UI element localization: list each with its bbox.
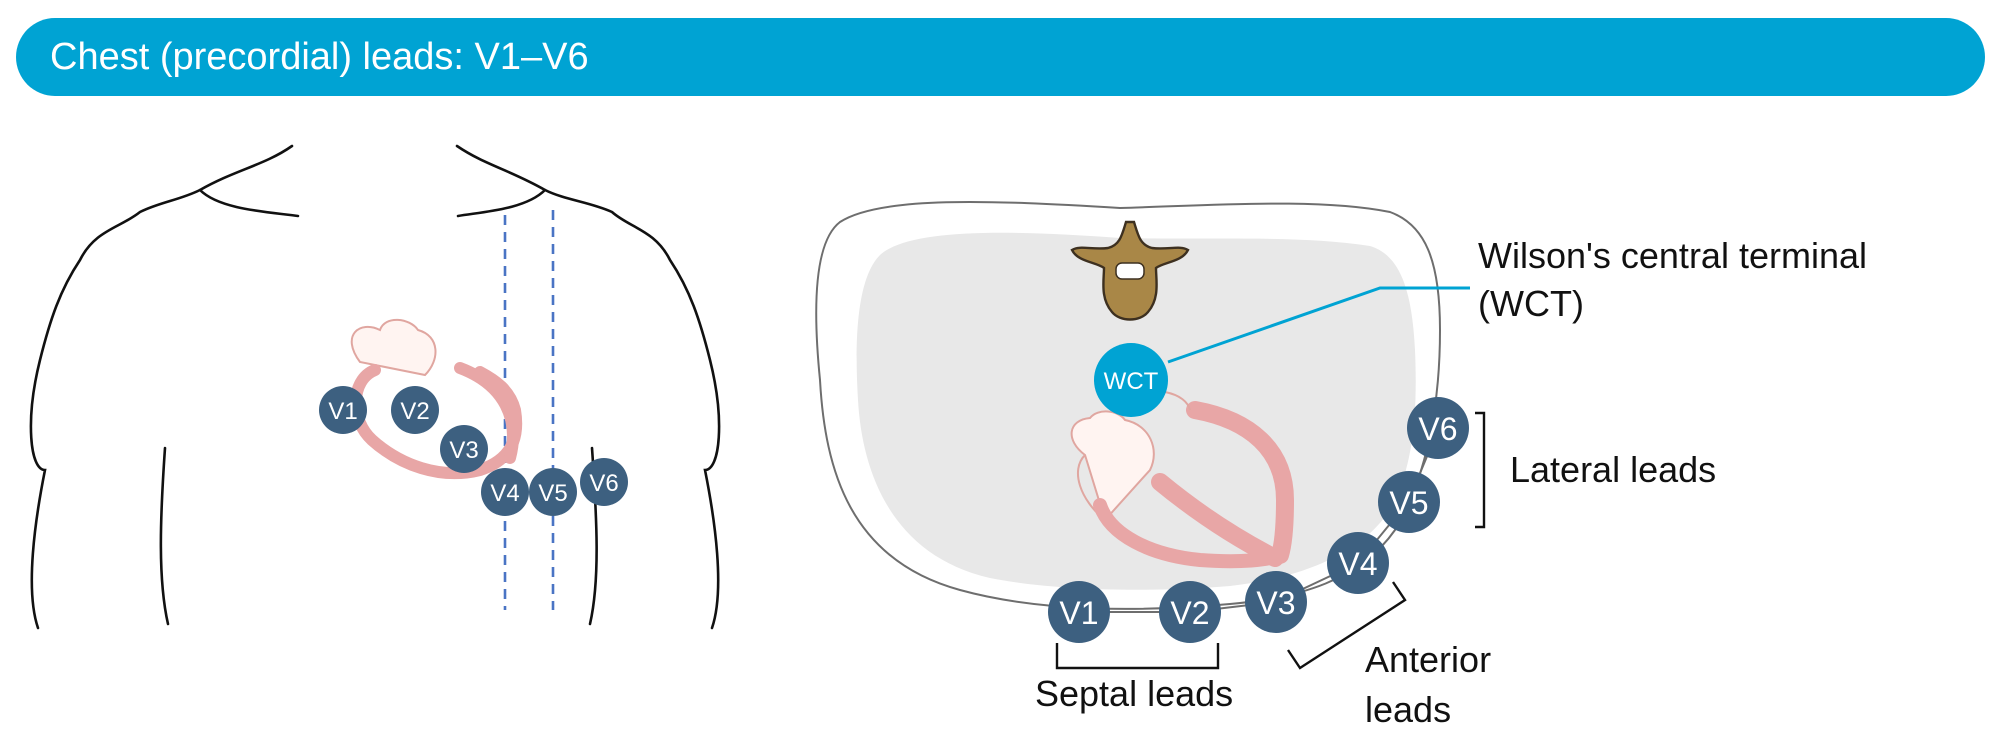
septal-leads-label: Septal leads [1035,673,1233,714]
wct-label-line1: Wilson's central terminal [1478,235,1867,276]
front-electrode-v4: V4 [481,468,529,516]
front-electrode-v1: V1 [319,386,367,434]
cross-electrode-v1: V1 [1048,581,1110,643]
torso-outline [29,144,721,630]
svg-text:V1: V1 [1059,595,1098,631]
lead-group-brackets [1055,411,1486,670]
septal-bracket [1055,643,1220,670]
cross-electrodes: V1 V2 V3 V4 V5 V6 [1048,397,1469,643]
svg-text:V4: V4 [490,480,519,507]
page-title: Chest (precordial) leads: V1–V6 [50,36,589,78]
svg-text:V6: V6 [1418,411,1457,447]
front-electrode-v5: V5 [529,468,577,516]
svg-text:V5: V5 [1389,485,1428,521]
front-electrode-v2: V2 [391,386,439,434]
front-electrode-v3: V3 [440,425,488,473]
anterior-leads-label-line1: Anterior [1365,639,1491,680]
svg-text:V3: V3 [449,437,478,464]
cross-electrode-v2: V2 [1159,581,1221,643]
svg-text:V2: V2 [1170,595,1209,631]
cross-electrode-v6: V6 [1407,397,1469,459]
vertebra [1070,220,1190,321]
svg-text:V4: V4 [1338,546,1377,582]
front-electrode-v6: V6 [580,458,628,506]
svg-text:V6: V6 [589,470,618,497]
cross-electrode-v4: V4 [1327,532,1389,594]
wct-pointer-line [1167,286,1470,364]
anterior-leads-label-line2: leads [1365,689,1451,730]
svg-text:WCT: WCT [1104,368,1159,395]
anterior-bracket [1287,581,1407,670]
lateral-leads-label: Lateral leads [1510,449,1716,490]
midclavicular-guide-lines [503,210,555,610]
wct-node: WCT [1094,343,1168,417]
header-banner: Chest (precordial) leads: V1–V6 [16,18,1985,96]
svg-text:V5: V5 [538,480,567,507]
cross-section-heart [1070,391,1295,569]
cross-electrode-v3: V3 [1245,571,1307,633]
svg-text:V2: V2 [400,398,429,425]
cross-electrode-v5: V5 [1378,471,1440,533]
wct-label-line2: (WCT) [1478,283,1584,324]
svg-text:V3: V3 [1256,585,1295,621]
front-electrodes: V1 V2 V3 V4 V5 V6 [319,386,628,516]
svg-text:V1: V1 [328,398,357,425]
lateral-bracket [1475,411,1486,529]
